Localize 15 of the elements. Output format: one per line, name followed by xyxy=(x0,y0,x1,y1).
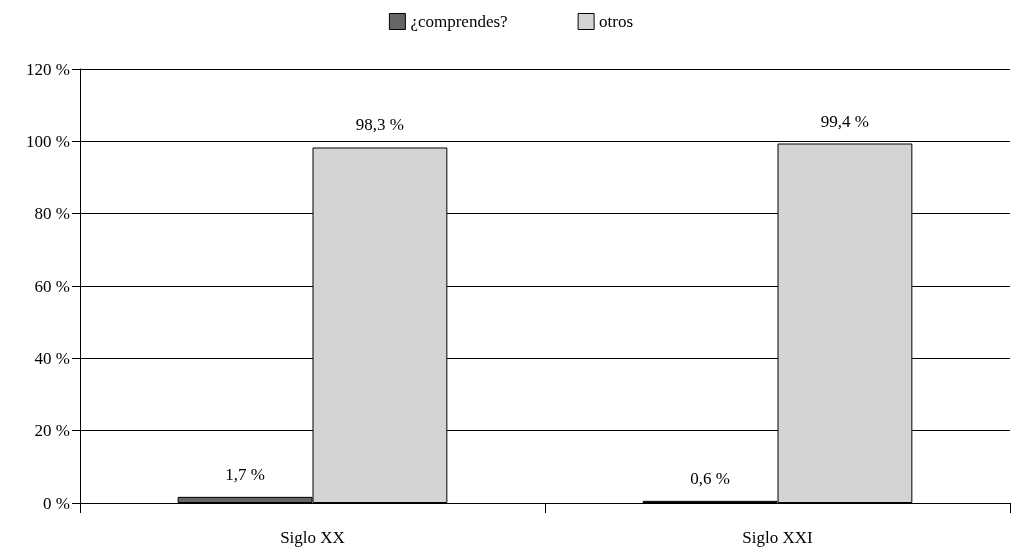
legend-label: ¿comprendes? xyxy=(410,12,508,31)
data-label: 1,7 % xyxy=(225,464,265,484)
y-tick-label: 120 % xyxy=(26,59,70,79)
data-label: 99,4 % xyxy=(820,111,870,131)
x-tick-label: Siglo XXI xyxy=(742,528,814,547)
y-tick-label: 20 % xyxy=(34,421,70,441)
y-tick-label: 60 % xyxy=(34,276,70,296)
y-tick-label: 100 % xyxy=(26,131,70,151)
legend-label: otros xyxy=(599,12,634,31)
data-label: 98,3 % xyxy=(355,115,405,135)
data-label: 0,6 % xyxy=(690,468,730,488)
y-tick-label: 80 % xyxy=(34,204,70,224)
y-tick-label: 0 % xyxy=(43,493,70,513)
y-tick-label: 40 % xyxy=(34,348,70,368)
x-tick-label: Siglo XX xyxy=(280,528,345,547)
